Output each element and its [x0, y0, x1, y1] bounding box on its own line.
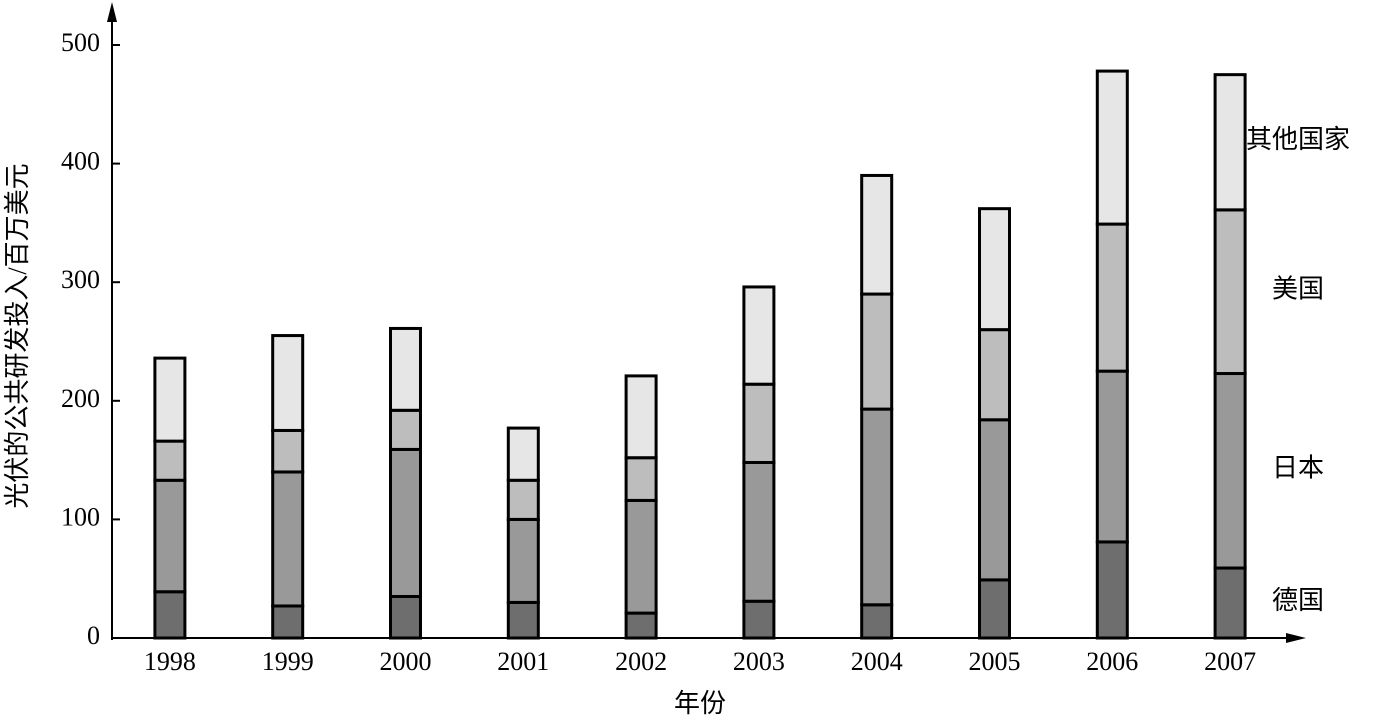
- y-tick-label: 400: [61, 147, 100, 176]
- bar-segment: [1213, 73, 1247, 212]
- bar-segment: [742, 382, 776, 464]
- x-tick-label: 2003: [733, 647, 785, 676]
- y-axis-arrow: [107, 2, 117, 22]
- bar-segment: [1213, 208, 1247, 376]
- legend-label: 日本: [1272, 454, 1324, 483]
- x-axis-arrow: [1286, 633, 1306, 643]
- bar-segment: [742, 460, 776, 603]
- bar-segment: [978, 207, 1011, 332]
- y-tick-label: 300: [61, 265, 100, 294]
- y-tick-label: 0: [87, 621, 100, 650]
- x-tick-label: 1998: [144, 647, 196, 676]
- bar-segment: [860, 603, 894, 640]
- bar-segment: [389, 326, 422, 412]
- bar-segment: [742, 285, 776, 386]
- x-tick-label: 2000: [380, 647, 432, 676]
- bar-segment: [1095, 540, 1129, 640]
- legend-label: 美国: [1272, 275, 1324, 304]
- bar-segment: [271, 334, 305, 432]
- x-tick-label: 2006: [1086, 647, 1138, 676]
- x-axis-label: 年份: [674, 689, 726, 718]
- bar-segment: [1213, 566, 1247, 640]
- bar-segment: [389, 447, 422, 598]
- bar-segment: [1095, 369, 1129, 544]
- bar-segment: [506, 478, 540, 521]
- bar-segment: [978, 578, 1011, 640]
- bar-segment: [860, 173, 894, 296]
- bar-segment: [624, 374, 658, 460]
- y-axis-label: 光伏的公共研发投入/百万美元: [3, 163, 32, 508]
- bar-segment: [860, 292, 894, 411]
- x-tick-label: 1999: [262, 647, 314, 676]
- x-tick-label: 2004: [851, 647, 903, 676]
- bar-segment: [271, 604, 305, 640]
- bar-segment: [860, 407, 894, 607]
- x-tick-label: 2007: [1204, 647, 1256, 676]
- bar-segment: [742, 599, 776, 640]
- bar-segment: [271, 470, 305, 608]
- bar-segment: [506, 517, 540, 604]
- y-tick-label: 500: [61, 28, 100, 57]
- x-tick-label: 2005: [969, 647, 1021, 676]
- bar-segment: [1095, 222, 1129, 373]
- bar-segment: [271, 428, 305, 474]
- bar-segment: [506, 600, 540, 640]
- legend-label: 德国: [1272, 586, 1324, 615]
- x-tick-label: 2001: [497, 647, 549, 676]
- bar-segment: [153, 478, 187, 594]
- bar-segment: [389, 594, 422, 640]
- x-tick-label: 2002: [615, 647, 667, 676]
- bar-segment: [978, 328, 1011, 422]
- y-tick-label: 200: [61, 384, 100, 413]
- bar-segment: [624, 498, 658, 615]
- bar-segment: [624, 456, 658, 502]
- y-tick-label: 100: [61, 502, 100, 531]
- legend-label: 其他国家: [1246, 125, 1350, 154]
- bar-segment: [153, 439, 187, 482]
- bar-segment: [978, 418, 1011, 582]
- bar-segment: [153, 590, 187, 640]
- bar-segment: [153, 356, 187, 443]
- bar-segment: [1213, 372, 1247, 570]
- bar-segment: [1095, 69, 1129, 226]
- bar-segment: [506, 426, 540, 482]
- bar-segment: [624, 611, 658, 640]
- bar-segment: [389, 408, 422, 451]
